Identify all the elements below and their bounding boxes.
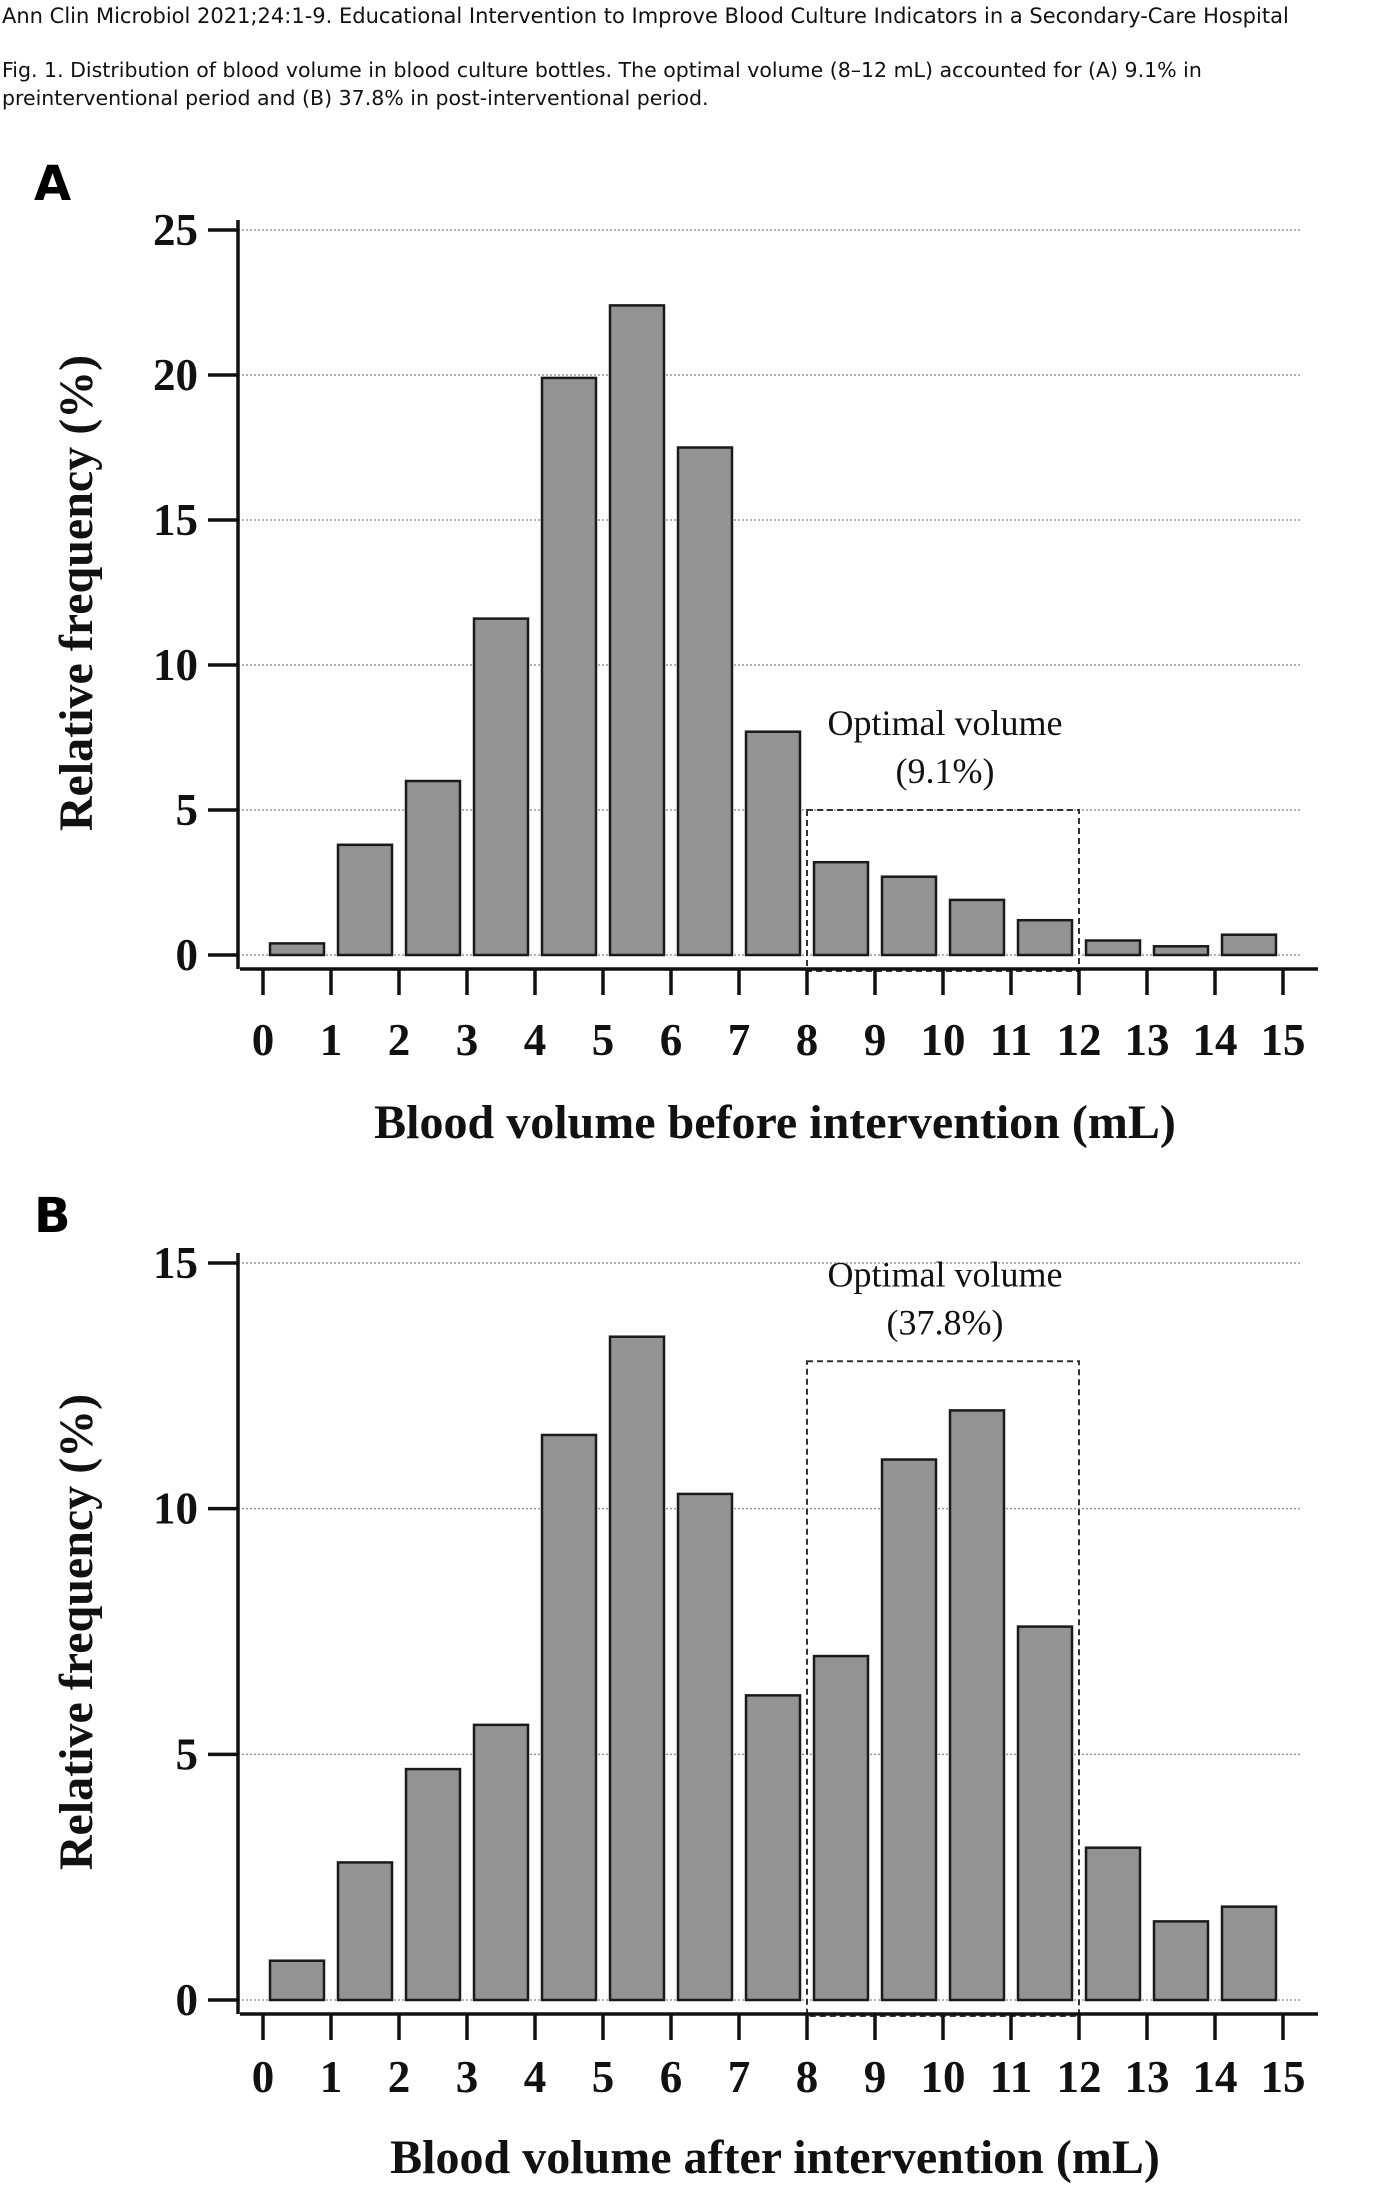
x-tick-label: 7: [728, 1015, 751, 1065]
y-tick-label: 10: [153, 1484, 198, 1534]
bar-13-14: [1152, 945, 1210, 957]
x-tick-label: 10: [921, 2052, 966, 2102]
bar-14-15: [1220, 933, 1278, 957]
bar-11-12: [1016, 918, 1074, 957]
x-tick-label: 14: [1193, 1015, 1238, 1065]
x-tick-label: 0: [252, 2052, 275, 2102]
bar-6-7: [676, 446, 734, 957]
x-tick-label: 13: [1125, 2052, 1170, 2102]
panel-letter: B: [34, 1188, 71, 1244]
x-tick-label: 2: [388, 2052, 411, 2102]
bar-7-8: [744, 1694, 802, 2002]
journal-citation: Ann Clin Microbiol 2021;24:1-9. Educatio…: [2, 4, 1289, 28]
x-tick-label: 11: [990, 1015, 1033, 1065]
bar-2-3: [404, 779, 462, 957]
x-tick-label: 3: [456, 2052, 479, 2102]
x-tick-label: 12: [1057, 2052, 1102, 2102]
optimal-volume-percent: (9.1%): [896, 751, 995, 791]
x-tick-label: 7: [728, 2052, 751, 2102]
bar-3-4: [472, 617, 530, 957]
x-tick-label: 14: [1193, 2052, 1238, 2102]
bar-1-2: [336, 1861, 394, 2002]
bar-12-13: [1084, 1846, 1142, 2002]
bar-0-1: [268, 1959, 326, 2002]
optimal-volume-label: Optimal volume: [828, 1254, 1063, 1294]
bar-13-14: [1152, 1920, 1210, 2002]
x-tick-label: 1: [320, 1015, 343, 1065]
y-tick-label: 15: [153, 495, 198, 545]
y-axis-title: Relative frequency (%): [50, 355, 103, 831]
bar-14-15: [1220, 1905, 1278, 2002]
y-tick-label: 5: [176, 785, 199, 835]
bar-0-1: [268, 942, 326, 957]
x-tick-label: 15: [1261, 1015, 1306, 1065]
bar-3-4: [472, 1723, 530, 2002]
bar-10-11: [948, 898, 1006, 957]
y-tick-label: 0: [176, 1975, 199, 2025]
x-tick-label: 15: [1261, 2052, 1306, 2102]
y-tick-label: 5: [176, 1729, 199, 1779]
y-tick-label: 25: [153, 205, 198, 255]
bar-8-9: [812, 1654, 870, 2002]
x-tick-label: 13: [1125, 1015, 1170, 1065]
x-tick-label: 5: [592, 2052, 615, 2102]
x-tick-label: 4: [524, 2052, 547, 2102]
x-tick-label: 0: [252, 1015, 275, 1065]
x-tick-label: 3: [456, 1015, 479, 1065]
x-axis-title: Blood volume before intervention (mL): [374, 1096, 1176, 1149]
bar-4-5: [540, 376, 598, 957]
y-tick-label: 20: [153, 350, 198, 400]
optimal-volume-label: Optimal volume: [828, 703, 1063, 743]
figure-caption: Fig. 1. Distribution of blood volume in …: [2, 58, 1202, 110]
x-tick-label: 5: [592, 1015, 615, 1065]
bar-10-11: [948, 1409, 1006, 2002]
bar-4-5: [540, 1433, 598, 2002]
bar-11-12: [1016, 1625, 1074, 2002]
y-tick-label: 15: [153, 1238, 198, 1288]
bar-2-3: [404, 1767, 462, 2002]
optimal-volume-box: [806, 809, 1080, 972]
x-tick-label: 1: [320, 2052, 343, 2102]
optimal-volume-percent: (37.8%): [887, 1302, 1004, 1342]
bar-1-2: [336, 843, 394, 957]
x-tick-label: 6: [660, 1015, 683, 1065]
bar-7-8: [744, 730, 802, 957]
x-tick-label: 8: [796, 1015, 819, 1065]
x-tick-label: 9: [864, 2052, 887, 2102]
x-tick-label: 12: [1057, 1015, 1102, 1065]
bar-9-10: [880, 1458, 938, 2002]
x-tick-label: 2: [388, 1015, 411, 1065]
x-tick-label: 6: [660, 2052, 683, 2102]
x-tick-label: 9: [864, 1015, 887, 1065]
bar-6-7: [676, 1492, 734, 2002]
y-axis-title: Relative frequency (%): [50, 1394, 103, 1870]
x-tick-label: 11: [990, 2052, 1033, 2102]
bar-9-10: [880, 875, 938, 957]
x-tick-label: 8: [796, 2052, 819, 2102]
x-tick-label: 10: [921, 1015, 966, 1065]
y-tick-label: 0: [176, 930, 199, 980]
bar-5-6: [608, 1335, 666, 2002]
bar-8-9: [812, 860, 870, 957]
panel-letter: A: [34, 156, 71, 212]
x-tick-label: 4: [524, 1015, 547, 1065]
bar-5-6: [608, 304, 666, 957]
bar-12-13: [1084, 939, 1142, 957]
x-axis-title: Blood volume after intervention (mL): [390, 2131, 1160, 2184]
y-tick-label: 10: [153, 640, 198, 690]
